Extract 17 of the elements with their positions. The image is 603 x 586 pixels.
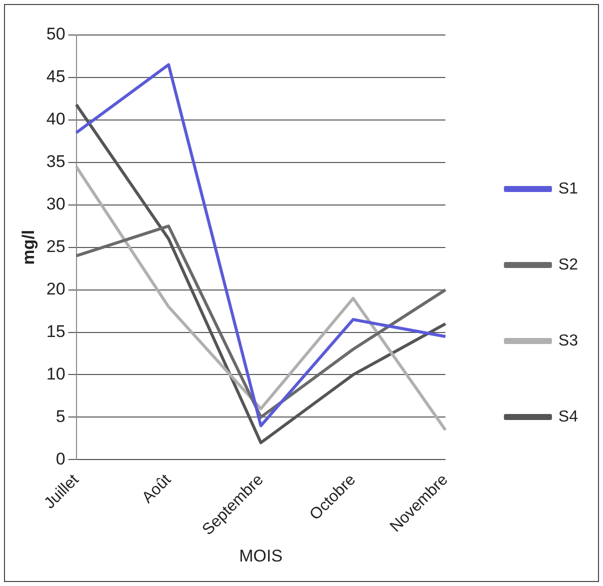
legend-label: S4	[558, 408, 578, 426]
y-tick-label: 15	[46, 322, 66, 341]
legend-label: S1	[558, 180, 578, 198]
y-tick-label: 5	[56, 406, 66, 426]
y-tick-label: 35	[46, 152, 66, 172]
y-tick-label: 25	[46, 237, 66, 256]
y-tick-label: 50	[46, 24, 66, 44]
legend-label: S2	[558, 256, 578, 274]
y-tick-label: 0	[56, 449, 66, 468]
x-axis-title: MOIS	[239, 546, 283, 566]
y-tick-label: 45	[46, 67, 66, 86]
y-tick-label: 20	[46, 279, 66, 298]
y-tick-label: 30	[46, 194, 66, 214]
y-tick-label: 10	[46, 364, 66, 384]
y-axis-title: mg/l	[18, 230, 38, 265]
y-tick-label: 40	[46, 110, 66, 129]
legend-label: S3	[558, 332, 578, 350]
